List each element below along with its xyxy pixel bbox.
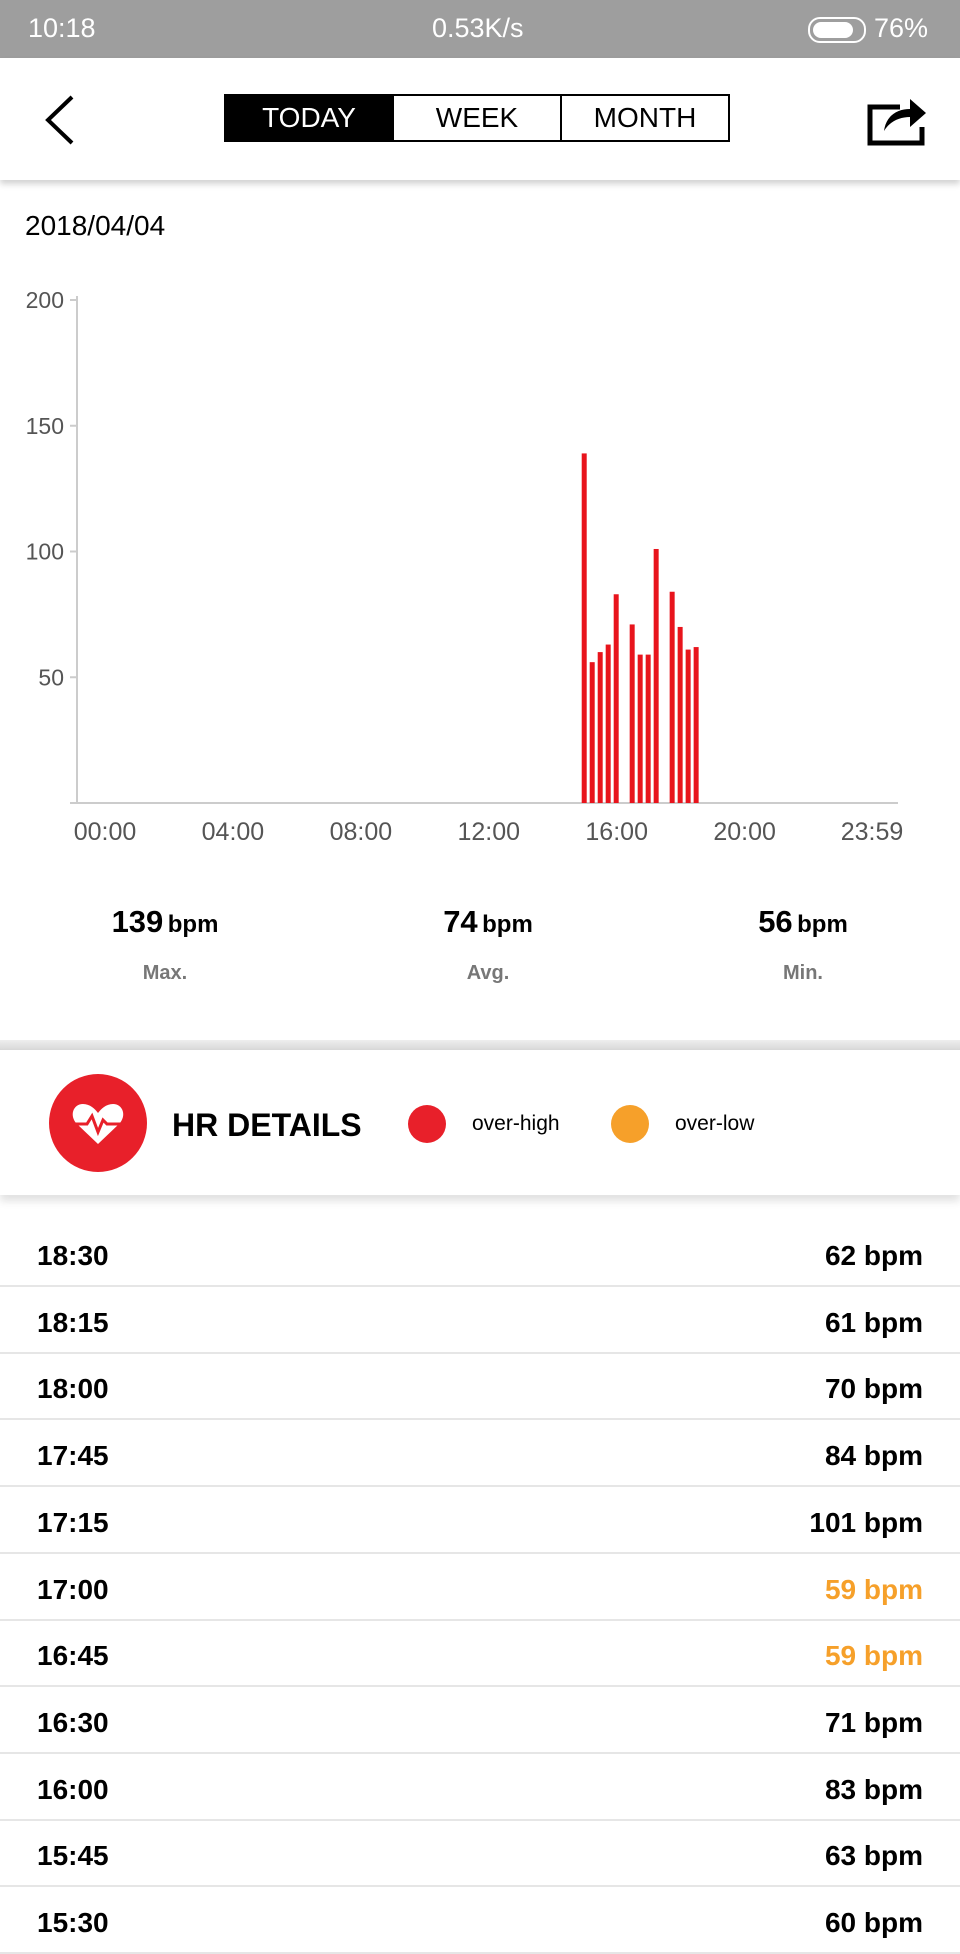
bar <box>613 594 619 803</box>
row-value: 83 bpm <box>824 1773 923 1805</box>
row-time: 16:45 <box>37 1640 109 1672</box>
tab[interactable]: WEEK <box>392 94 562 142</box>
bar <box>605 644 611 803</box>
bar <box>677 626 683 803</box>
battery-level: 76% <box>874 13 929 43</box>
bar <box>597 652 603 803</box>
legend-label: over-low <box>675 1112 755 1135</box>
legend-dot <box>611 1105 649 1143</box>
legend-label: over-high <box>472 1112 560 1135</box>
list-row: 15:45 63 bpm <box>0 1821 960 1888</box>
stat-unit: bpm <box>797 911 848 938</box>
stat-number: 74 <box>443 904 478 939</box>
stat-label: Min. <box>783 962 823 984</box>
chart: 50 100 150 200 00:00 04:00 08:00 12:00 16:00 20:0… <box>26 287 904 846</box>
row-time: 18:15 <box>37 1306 109 1338</box>
row-value: 63 bpm <box>824 1840 923 1872</box>
row-time: 15:30 <box>37 1907 109 1938</box>
tab[interactable]: TODAY <box>224 94 394 142</box>
row-value: 62 bpm <box>824 1240 923 1271</box>
stat: 139 bpm Max. <box>45 904 285 985</box>
bar <box>693 647 699 803</box>
row-time: 17:45 <box>37 1440 109 1472</box>
row-value: 70 bpm <box>824 1373 923 1405</box>
y-tick-label: 50 <box>38 664 64 690</box>
row-value: 60 bpm <box>824 1907 923 1938</box>
list-row: 16:30 71 bpm <box>0 1688 960 1754</box>
list-row: 18:00 70 bpm <box>0 1354 960 1421</box>
y-tick-label: 200 <box>26 287 64 313</box>
list-row: 16:45 59 bpm <box>0 1621 960 1688</box>
x-tick-label: 16:00 <box>585 818 648 846</box>
stat-label: Avg. <box>466 962 510 984</box>
separator <box>0 1040 960 1050</box>
legend-dot <box>408 1105 446 1143</box>
details-title: HR DETAILS <box>172 1107 362 1143</box>
x-tick-label: 08:00 <box>330 818 393 846</box>
bar <box>653 548 659 803</box>
x-tick-label: 04:00 <box>202 818 265 846</box>
x-tick-label: 00:00 <box>74 818 137 846</box>
back-button[interactable] <box>40 93 80 147</box>
tab[interactable]: MONTH <box>560 94 730 142</box>
status-bar: 10:18 0.53K/s 76% <box>0 0 960 58</box>
clock: 10:18 <box>28 13 96 43</box>
row-value: 59 bpm <box>824 1573 923 1605</box>
row-time: 16:00 <box>37 1773 109 1805</box>
stat-unit: bpm <box>482 911 533 938</box>
row-value: 101 bpm <box>809 1506 923 1538</box>
stat: 56 bpm Min. <box>683 904 923 985</box>
list-row: 17:15 101 bpm <box>0 1488 960 1554</box>
row-time: 17:00 <box>37 1573 109 1605</box>
battery-icon <box>808 17 866 43</box>
bar <box>685 649 691 803</box>
stat-label: Max. <box>142 962 188 984</box>
row-time: 17:15 <box>37 1506 109 1538</box>
row-value: 84 bpm <box>824 1440 923 1472</box>
date: 2018/04/04 <box>25 210 166 241</box>
stat-number: 139 <box>111 904 164 939</box>
stat-number: 56 <box>758 904 793 939</box>
x-tick-label: 12:00 <box>457 818 520 846</box>
row-time: 18:00 <box>37 1373 109 1405</box>
heart-icon <box>49 1074 147 1172</box>
bar <box>645 654 651 803</box>
bar <box>589 662 595 803</box>
list-row: 15:30 60 bpm <box>0 1888 960 1954</box>
list-row: 18:15 61 bpm <box>0 1288 960 1354</box>
row-time: 18:30 <box>37 1240 109 1271</box>
x-tick-label: 20:00 <box>713 818 776 846</box>
row-value: 71 bpm <box>824 1706 923 1738</box>
row-time: 15:45 <box>37 1840 109 1872</box>
y-tick-label: 100 <box>26 539 64 565</box>
stat-unit: bpm <box>167 911 219 938</box>
row-value: 59 bpm <box>824 1640 923 1672</box>
bar <box>637 654 643 803</box>
list-row: 16:00 83 bpm <box>0 1755 960 1821</box>
y-tick-label: 150 <box>26 413 64 439</box>
bar <box>669 591 675 803</box>
header: TODAY WEEK MONTH <box>0 58 960 180</box>
row-value: 61 bpm <box>824 1306 923 1338</box>
share-button[interactable] <box>866 93 928 147</box>
stat-value: 139 bpm <box>45 904 285 940</box>
stat: 74 bpm Avg. <box>368 904 608 985</box>
row-time: 16:30 <box>37 1706 109 1738</box>
list-row: 17:45 84 bpm <box>0 1421 960 1488</box>
list-row: 18:30 62 bpm <box>0 1221 960 1287</box>
x-tick-label: 23:59 <box>841 818 904 846</box>
details-panel: HR DETAILS over-high over-low <box>0 1050 960 1195</box>
stat-value: 56 bpm <box>683 904 923 940</box>
stat-value: 74 bpm <box>368 904 608 940</box>
bar <box>581 453 587 803</box>
net-speed: 0.53K/s <box>432 13 524 43</box>
list-row: 17:00 59 bpm <box>0 1555 960 1621</box>
bar <box>629 624 635 803</box>
